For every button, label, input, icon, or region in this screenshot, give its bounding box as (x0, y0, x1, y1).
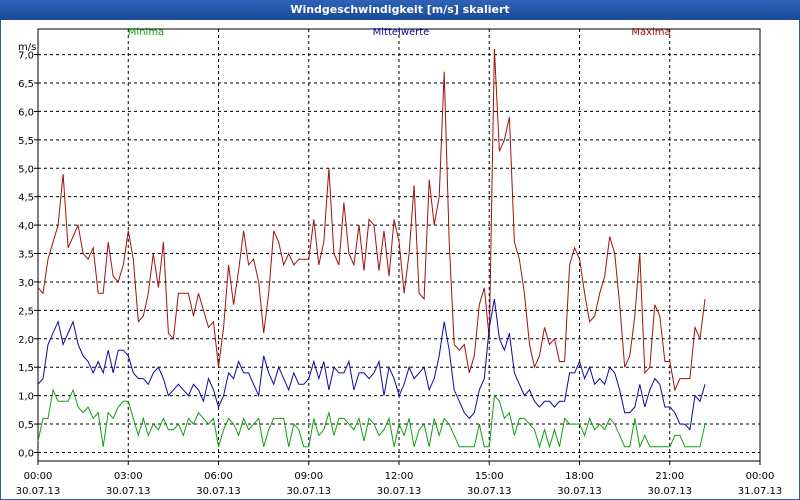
x-tick-date: 30.07.13 (467, 486, 512, 497)
y-tick-label: 0,0 (18, 448, 34, 459)
x-tick-time: 12:00 (385, 471, 414, 482)
x-tick-time: 18:00 (565, 471, 594, 482)
legend-minima: Minima (128, 27, 164, 38)
x-tick-date: 30.07.13 (16, 486, 61, 497)
legend-maxima: Maxima (631, 27, 670, 38)
x-tick-time: 00:00 (24, 471, 53, 482)
y-tick-label: 6,0 (18, 107, 34, 118)
x-tick-date: 30.07.13 (377, 486, 422, 497)
y-tick-label: 0,5 (18, 420, 34, 431)
y-tick-label: 4,5 (18, 193, 34, 204)
series-line-mittelwerte (37, 298, 706, 431)
y-tick-label: 6,5 (18, 79, 34, 90)
y-tick-label: 1,5 (18, 363, 34, 374)
x-tick-time: 09:00 (294, 471, 323, 482)
x-tick-time: 15:00 (475, 471, 504, 482)
legend-mittelwerte: Mittelwerte (373, 27, 430, 38)
y-tick-label: 2,5 (18, 306, 34, 317)
x-tick-time: 06:00 (204, 471, 233, 482)
x-tick-date: 30.07.13 (106, 486, 151, 497)
y-tick-label: 4,0 (18, 221, 34, 232)
series-line-minima (37, 388, 706, 449)
window-title: Windgeschwindigkeit [m/s] skaliert (0, 0, 800, 20)
y-tick-label: 1,0 (18, 392, 34, 403)
series-line-maxima (37, 48, 706, 392)
x-tick-date: 30.07.13 (647, 486, 692, 497)
y-tick-label: 7,0 (18, 51, 34, 62)
x-tick-date: 30.07.13 (286, 486, 331, 497)
y-tick-label: 5,0 (18, 164, 34, 175)
y-tick-label: 3,5 (18, 250, 34, 261)
x-tick-date: 30.07.13 (196, 486, 241, 497)
x-tick-time: 00:00 (746, 471, 775, 482)
y-axis-unit-label: m/s (18, 42, 36, 53)
y-tick-label: 2,0 (18, 335, 34, 346)
y-tick-label: 5,5 (18, 136, 34, 147)
x-tick-date: 30.07.13 (557, 486, 602, 497)
x-tick-date: 31.07.13 (738, 486, 783, 497)
x-tick-time: 21:00 (655, 471, 684, 482)
y-tick-label: 3,0 (18, 278, 34, 289)
x-tick-time: 03:00 (114, 471, 143, 482)
